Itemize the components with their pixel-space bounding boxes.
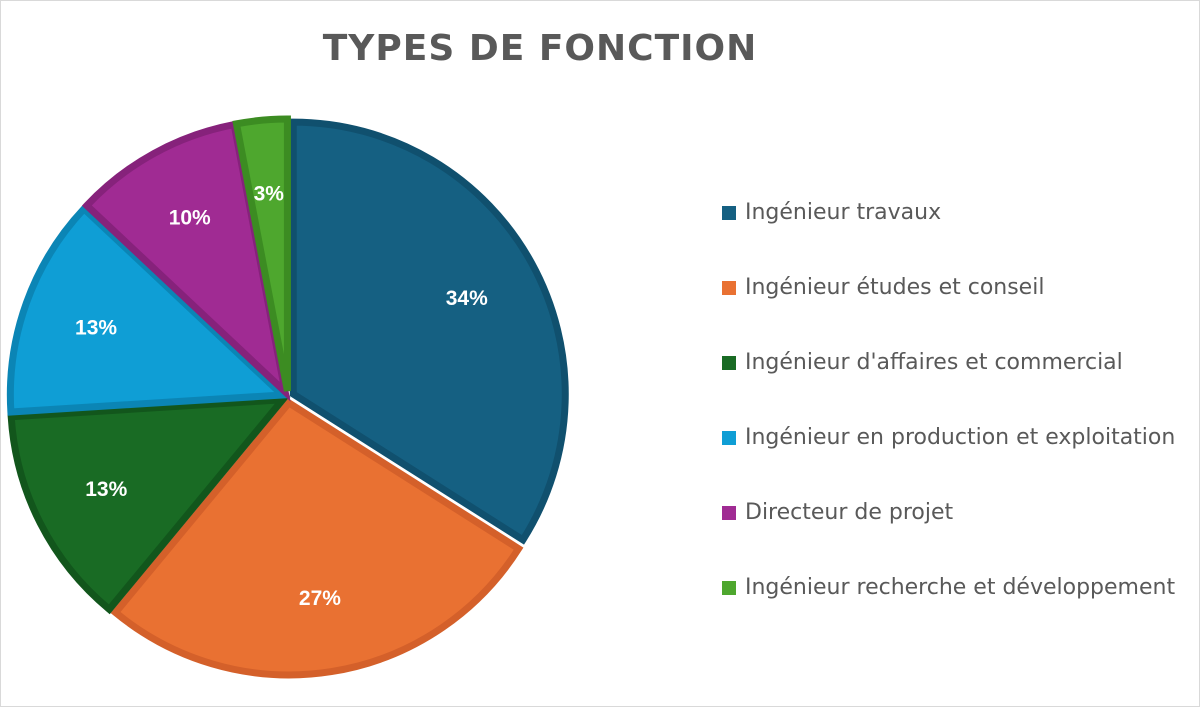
legend-swatch (722, 580, 736, 595)
legend-label: Directeur de projet (745, 500, 954, 525)
legend-label: Ingénieur en production et exploitation (745, 425, 1176, 450)
data-label-ingenieur-en-production-et-exploitation: 13% (75, 316, 117, 339)
legend-swatch (722, 505, 736, 520)
pie-slice-directeur-de-projet (81, 120, 291, 402)
pie-slice-ingenieur-en-production-et-exploitation (6, 203, 291, 416)
legend-item-ingenieur-etudes-et-conseil: Ingénieur études et conseil (722, 250, 1192, 325)
legend-swatch (722, 205, 736, 220)
data-label-ingenieur-etudes-et-conseil: 27% (299, 587, 341, 610)
legend-item-ingenieur-en-production-et-exploitation: Ingénieur en production et exploitation (722, 400, 1192, 475)
pie-slice-ingenieur-etudes-et-conseil (110, 398, 524, 679)
pie-slice-ingenieur-d-affaires-et-commercial (7, 395, 291, 615)
chart-legend: Ingénieur travaux Ingénieur études et con… (722, 175, 1192, 625)
pie-slice-ingenieur-recherche-et-developpement (232, 115, 291, 392)
legend-item-directeur-de-projet: Directeur de projet (722, 475, 1192, 550)
pie-slice-ingenieur-travaux (289, 118, 569, 545)
legend-swatch (722, 280, 736, 295)
legend-item-ingenieur-d-affaires-et-commercial: Ingénieur d'affaires et commercial (722, 325, 1192, 400)
legend-swatch (722, 355, 736, 370)
legend-item-ingenieur-recherche-et-developpement: Ingénieur recherche et développement (722, 550, 1192, 625)
legend-label: Ingénieur études et conseil (745, 275, 1045, 300)
legend-item-ingenieur-travaux: Ingénieur travaux (722, 175, 1192, 250)
data-label-ingenieur-d-affaires-et-commercial: 13% (85, 478, 127, 501)
legend-label: Ingénieur d'affaires et commercial (745, 350, 1123, 375)
legend-swatch (722, 430, 736, 445)
data-label-ingenieur-travaux: 34% (446, 287, 488, 310)
chart-title: TYPES DE FONCTION (322, 28, 758, 69)
data-label-ingenieur-recherche-et-developpement: 3% (254, 182, 285, 205)
legend-label: Ingénieur recherche et développement (745, 575, 1176, 600)
data-label-directeur-de-projet: 10% (169, 207, 211, 230)
legend-label: Ingénieur travaux (745, 200, 942, 225)
